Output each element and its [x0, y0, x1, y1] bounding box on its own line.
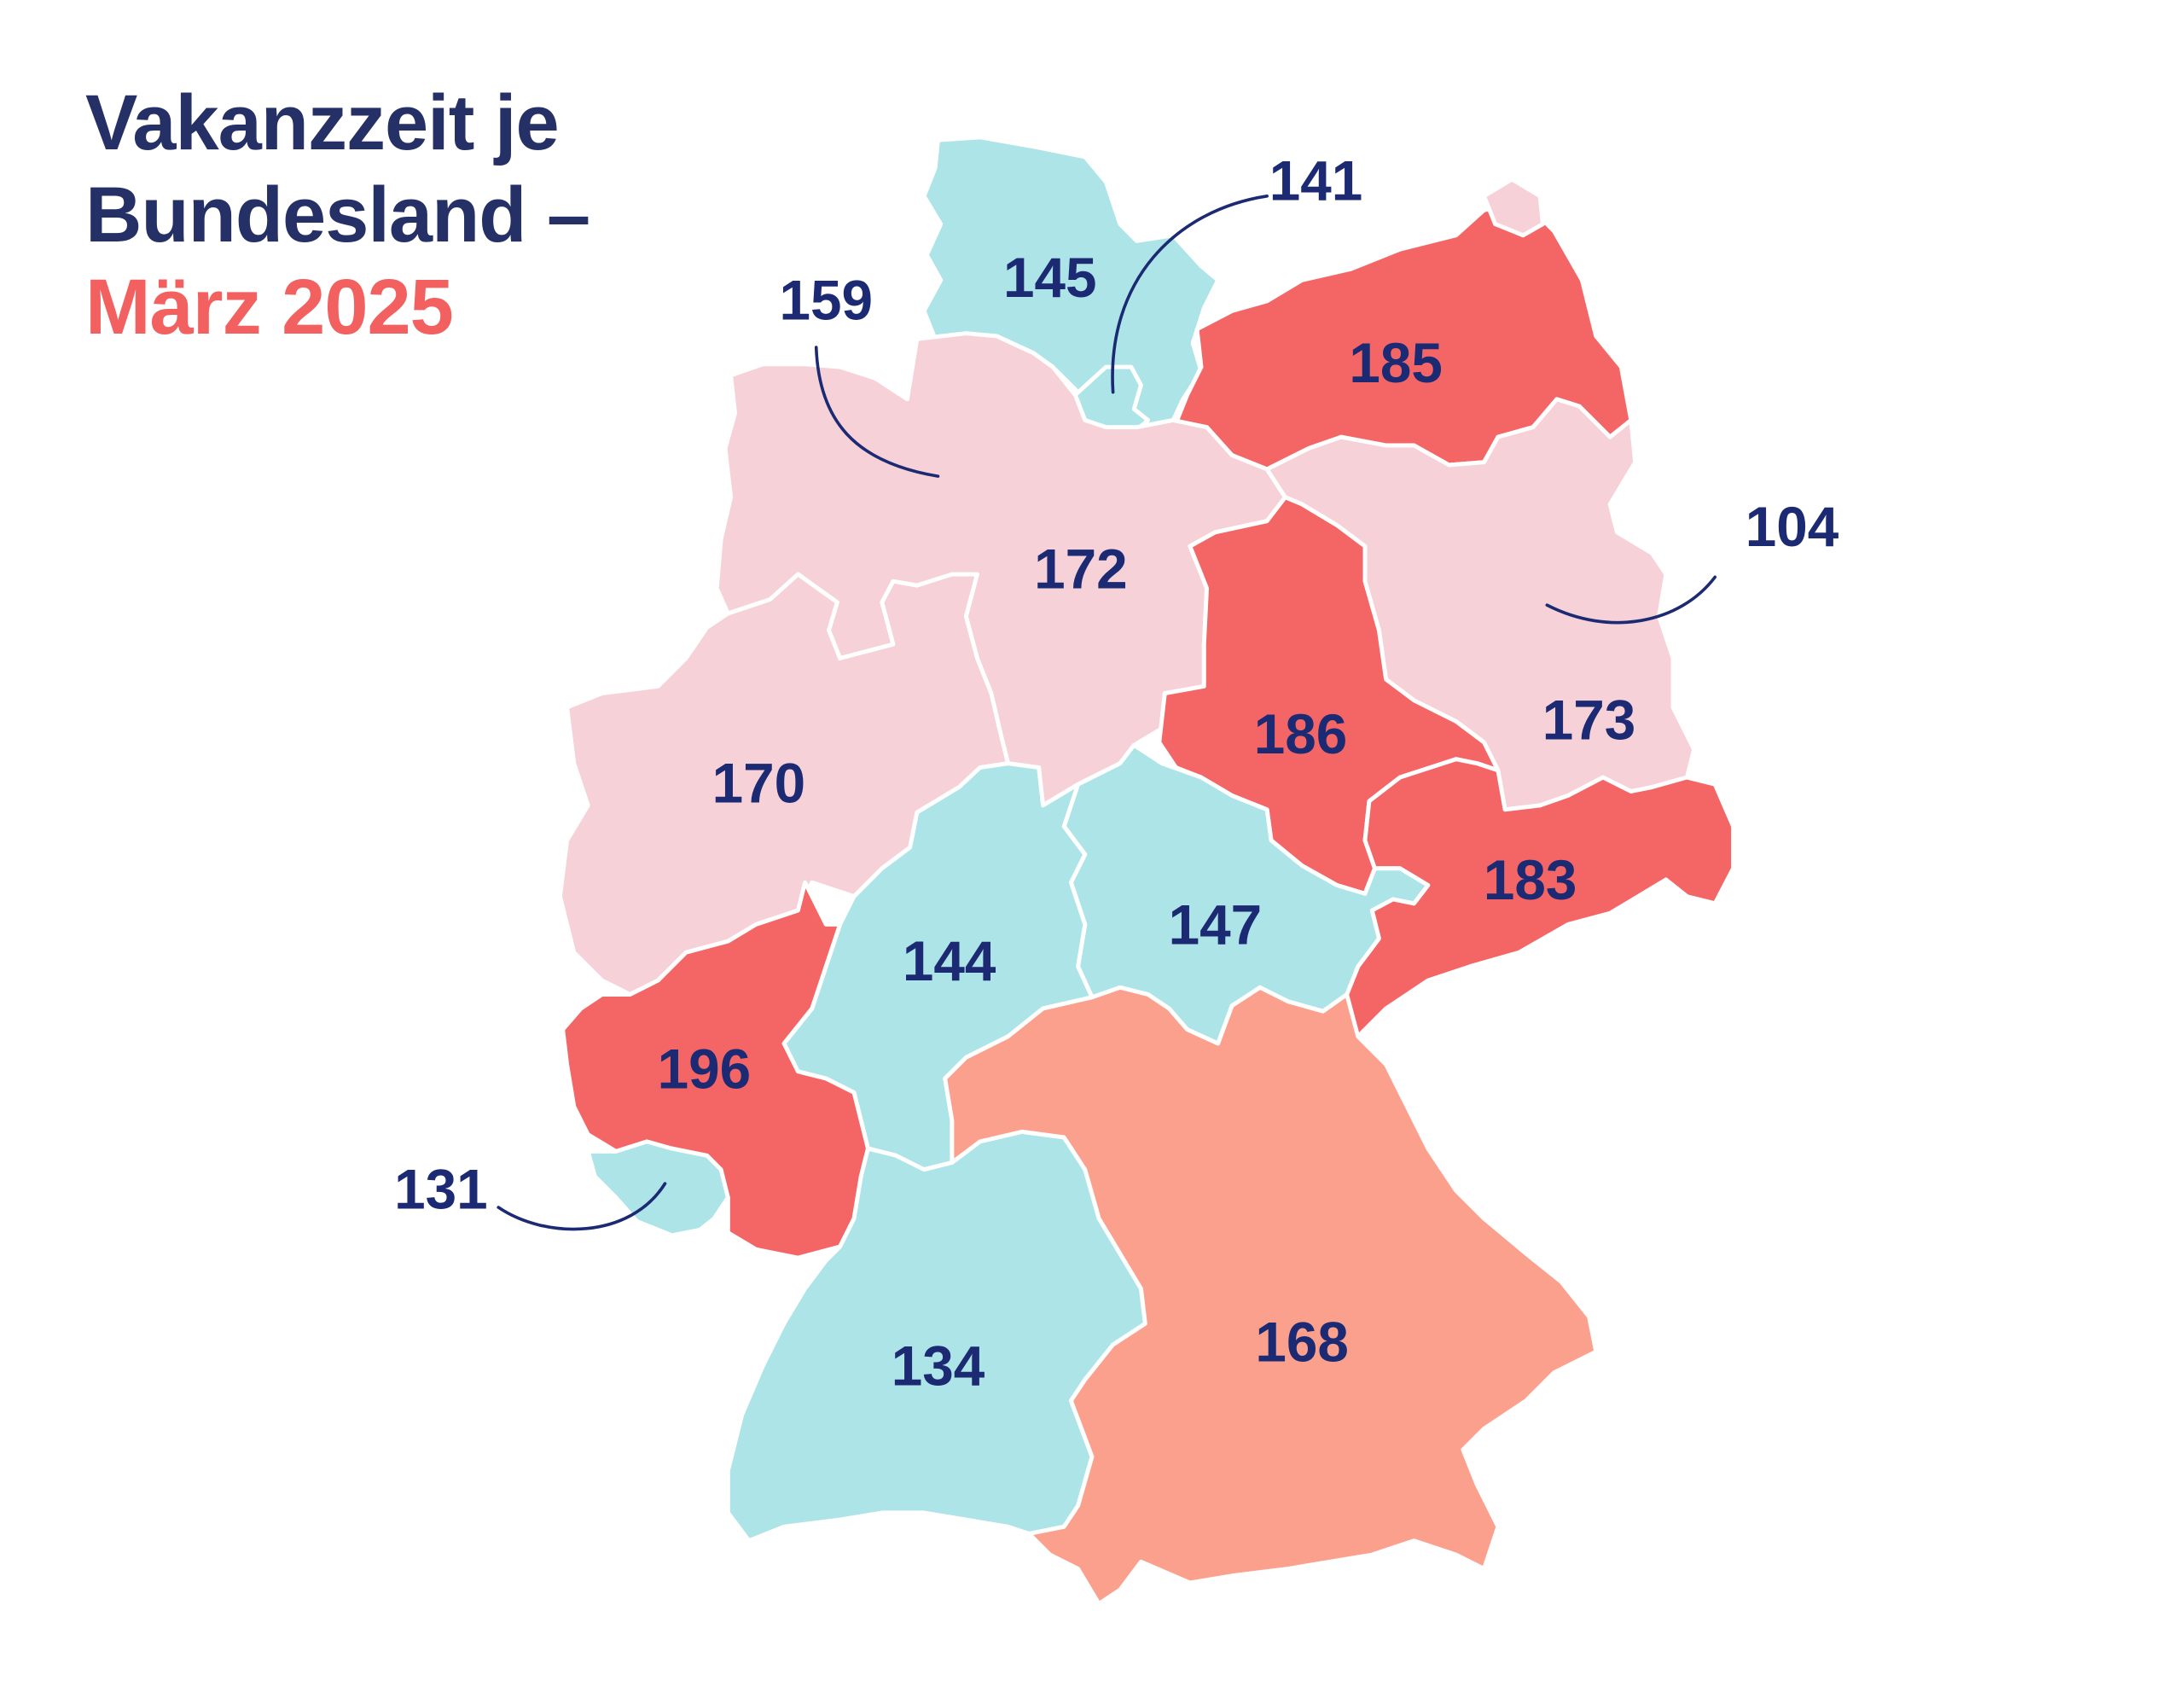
label-thueringen: 147: [1169, 893, 1263, 956]
leader-line-saarland: [497, 1182, 667, 1231]
ruegen-island: [1482, 177, 1545, 238]
leader-line-bremen: [814, 346, 940, 478]
label-bayern: 168: [1255, 1311, 1349, 1374]
title-line-1: Vakanzzeit je: [85, 79, 560, 166]
label-niedersachsen: 172: [1034, 538, 1128, 600]
label-hessen: 144: [903, 930, 996, 992]
label-rheinland-pfalz: 196: [658, 1038, 752, 1100]
title-line-2: Bundesland –: [85, 172, 590, 259]
label-baden-wuerttemberg: 134: [892, 1334, 985, 1397]
label-mecklenburg-vorpommern: 185: [1349, 332, 1443, 394]
map-title: Vakanzzeit je Bundesland – März 2025: [85, 77, 590, 353]
label-nordrhein-westfalen: 170: [712, 753, 806, 815]
state-bayern[interactable]: [943, 985, 1599, 1607]
leader-line-hamburg: [1111, 195, 1269, 394]
label-saarland: 131: [394, 1159, 488, 1221]
leader-line-berlin: [1545, 575, 1717, 625]
state-rheinland-pfalz[interactable]: [561, 880, 870, 1260]
label-bremen: 159: [779, 269, 873, 331]
label-schleswig-holstein: 145: [1003, 247, 1097, 309]
label-sachsen-anhalt: 186: [1254, 703, 1348, 765]
label-hamburg: 141: [1269, 150, 1363, 212]
label-sachsen: 183: [1484, 849, 1577, 911]
label-berlin: 104: [1745, 496, 1839, 558]
state-saarland[interactable]: [585, 1139, 730, 1238]
title-date: März 2025: [85, 264, 454, 351]
label-brandenburg: 173: [1542, 689, 1636, 752]
